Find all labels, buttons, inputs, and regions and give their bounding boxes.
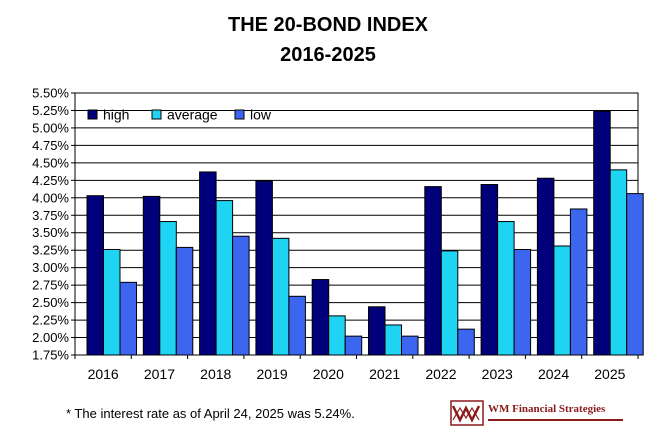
bar-high bbox=[86, 195, 104, 356]
bar-average bbox=[328, 315, 346, 356]
bar-high bbox=[424, 186, 442, 356]
x-tick-label: 2025 bbox=[594, 366, 625, 382]
x-tick-label: 2017 bbox=[144, 366, 175, 382]
y-tick-label: 3.75% bbox=[32, 208, 69, 223]
logo-text: WM Financial Strategies bbox=[488, 403, 606, 415]
bar-low bbox=[119, 281, 137, 356]
bar-high bbox=[255, 180, 273, 356]
chart-title-line-2: 2016-2025 bbox=[280, 44, 376, 66]
bar-chart: 1.75% 2.00% 2.25% 2.50% 2.75% 3.00% 3.25% 3.50%… bbox=[32, 86, 644, 382]
bar-average bbox=[384, 324, 402, 356]
bar-low bbox=[569, 208, 588, 356]
footnote: * The interest rate as of April 24, 2025… bbox=[66, 406, 355, 421]
bar-average bbox=[271, 237, 290, 356]
y-tick-label: 2.75% bbox=[32, 278, 69, 293]
bar-high bbox=[593, 110, 611, 356]
bar-low bbox=[401, 335, 419, 356]
legend-swatch-high bbox=[87, 109, 98, 120]
y-tick-label: 2.50% bbox=[32, 295, 69, 310]
bar-low bbox=[513, 249, 532, 356]
legend-label-low: low bbox=[250, 107, 272, 123]
bar-average bbox=[440, 250, 459, 356]
bar-high bbox=[311, 279, 330, 356]
y-tick-label: 3.25% bbox=[32, 243, 69, 258]
bar-low bbox=[457, 328, 475, 356]
x-tick-label: 2016 bbox=[88, 366, 119, 382]
bar-high bbox=[142, 195, 161, 356]
x-tick-label: 2021 bbox=[369, 366, 400, 382]
y-tick-label: 5.50% bbox=[32, 86, 69, 101]
logo-emblem-icon bbox=[450, 400, 484, 426]
logo-underline bbox=[488, 419, 623, 421]
bar-high bbox=[199, 171, 217, 356]
legend-swatch-average bbox=[151, 109, 162, 120]
y-tick-label: 2.00% bbox=[32, 330, 69, 345]
y-tick-label: 4.75% bbox=[32, 138, 69, 153]
y-tick-label: 4.50% bbox=[32, 155, 69, 170]
bar-low bbox=[626, 193, 644, 356]
bar-high bbox=[368, 306, 386, 356]
x-tick-label: 2018 bbox=[200, 366, 231, 382]
x-tick-label: 2019 bbox=[256, 366, 287, 382]
x-tick-label: 2022 bbox=[425, 366, 456, 382]
bar-average bbox=[609, 169, 628, 356]
bar-low bbox=[344, 335, 363, 356]
bar-low bbox=[175, 246, 194, 356]
y-tick-label: 1.75% bbox=[32, 348, 69, 363]
y-tick-label: 4.00% bbox=[32, 190, 69, 205]
bar-high bbox=[480, 184, 499, 356]
y-tick-label: 4.25% bbox=[32, 173, 69, 188]
legend-swatch-low bbox=[234, 109, 245, 120]
legend-label-average: average bbox=[167, 107, 218, 123]
legend-label-high: high bbox=[103, 107, 129, 123]
y-tick-label: 5.00% bbox=[32, 120, 69, 135]
x-tick-label: 2024 bbox=[538, 366, 569, 382]
bar-average bbox=[159, 221, 177, 356]
x-tick-label: 2020 bbox=[313, 366, 344, 382]
bar-low bbox=[232, 235, 250, 356]
bar-high bbox=[536, 177, 555, 356]
y-tick-label: 3.50% bbox=[32, 225, 69, 240]
y-tick-label: 3.00% bbox=[32, 260, 69, 275]
bar-low bbox=[288, 295, 306, 356]
y-tick-label: 2.25% bbox=[32, 313, 69, 328]
bar-average bbox=[103, 249, 121, 356]
company-logo: WM Financial Strategies bbox=[450, 400, 625, 426]
x-tick-label: 2023 bbox=[482, 366, 513, 382]
chart-title-line-1: THE 20-BOND INDEX bbox=[227, 14, 429, 36]
bar-average bbox=[497, 221, 515, 356]
bar-average bbox=[553, 245, 571, 356]
bar-average bbox=[215, 200, 234, 356]
y-tick-label: 5.25% bbox=[32, 103, 69, 118]
